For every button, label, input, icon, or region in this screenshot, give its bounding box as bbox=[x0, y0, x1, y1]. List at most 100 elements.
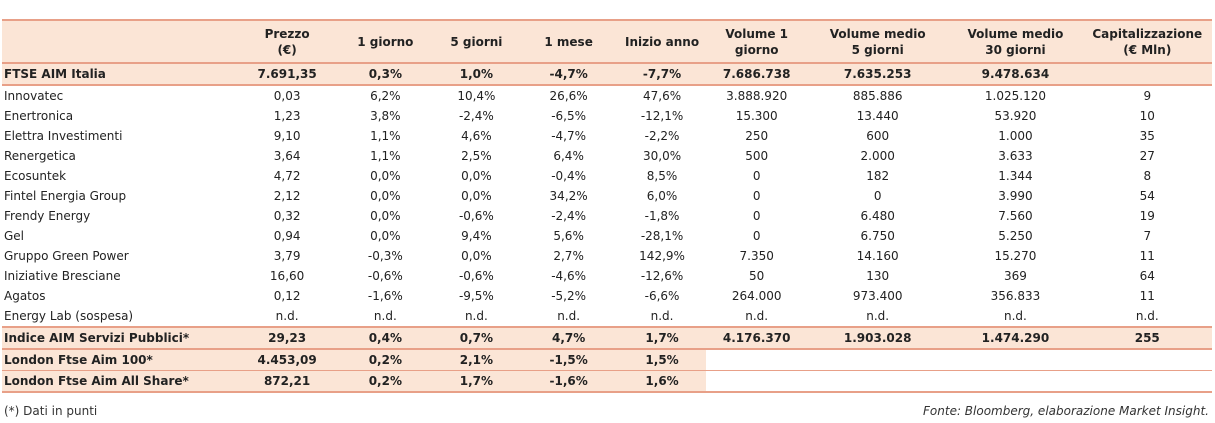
column-header: 1 mese bbox=[519, 19, 618, 64]
row-label: Elettra Investimenti bbox=[4, 129, 123, 143]
cell-value: 7.635.253 bbox=[807, 62, 949, 86]
cell-value: 9 bbox=[1143, 89, 1152, 103]
table-row: Gel 0,94 0,0% 9,4% 5,6% -28,1% 0 6.750 5.250 7 bbox=[2, 226, 1212, 246]
cell-value: 1,6% bbox=[617, 370, 707, 393]
table-row: Ecosuntek 4,72 0,0% 0,0% -0,4% 8,5% 0 182 1.344 8 bbox=[2, 166, 1212, 186]
table-row: Energy Lab (sospesa) n.d. n.d. n.d. n.d. n.d.… bbox=[2, 306, 1212, 327]
cell-value: -12,6% bbox=[640, 269, 684, 283]
cell-value: 4,72 bbox=[273, 169, 301, 183]
cell-value: 64 bbox=[1139, 269, 1155, 283]
cell-value: -0,6% bbox=[458, 269, 494, 283]
column-header: 1 giorno bbox=[337, 19, 434, 64]
cell-value: 0,0% bbox=[370, 189, 401, 203]
cell-value: 53.920 bbox=[994, 109, 1037, 123]
cell-value: 7.686.738 bbox=[706, 62, 807, 86]
cell-value: 1,1% bbox=[370, 129, 401, 143]
cell-value: 10,4% bbox=[457, 89, 496, 103]
market-table: Prezzo (€) 1 giorno 5 giorni 1 mese Inizio an… bbox=[2, 19, 1212, 393]
cell-value: 264.000 bbox=[731, 289, 782, 303]
cell-value: n.d. bbox=[557, 309, 581, 323]
empty-cell bbox=[1082, 348, 1212, 371]
cell-value: 8,5% bbox=[646, 169, 678, 183]
cell-value: -0,4% bbox=[551, 169, 587, 183]
row-label: Innovatec bbox=[4, 89, 64, 103]
cell-value: 0,3% bbox=[337, 62, 434, 86]
cell-value: 0,7% bbox=[433, 326, 520, 350]
cell-value: 1,23 bbox=[273, 109, 301, 123]
cell-value: 30,0% bbox=[642, 149, 682, 163]
cell-value: n.d. bbox=[1135, 309, 1159, 323]
cell-value: 356.833 bbox=[990, 289, 1041, 303]
cell-value: 10 bbox=[1139, 109, 1155, 123]
cell-value: 0 bbox=[752, 229, 761, 243]
column-header: Volume 1 giorno bbox=[706, 19, 807, 64]
cell-value: 5.250 bbox=[998, 229, 1033, 243]
cell-value: 54 bbox=[1139, 189, 1155, 203]
table-row: Frendy Energy 0,32 0,0% -0,6% -2,4% -1,8% 0 6.4… bbox=[2, 206, 1212, 226]
cell-value: n.d. bbox=[1004, 309, 1027, 323]
column-header bbox=[2, 19, 237, 64]
cell-value: n.d. bbox=[866, 309, 890, 323]
table-row: Innovatec 0,03 6,2% 10,4% 26,6% 47,6% 3.888.92… bbox=[2, 85, 1212, 106]
cell-value: 9,4% bbox=[461, 229, 492, 243]
cell-value: 2.000 bbox=[860, 149, 895, 163]
cell-value: 34,2% bbox=[549, 189, 588, 203]
cell-value: 130 bbox=[866, 269, 890, 283]
row-label: Iniziative Bresciane bbox=[4, 269, 121, 283]
cell-value: -28,1% bbox=[640, 229, 684, 243]
empty-cell bbox=[948, 370, 1083, 393]
cell-value: 0,94 bbox=[273, 229, 301, 243]
table-row: Fintel Energia Group 2,12 0,0% 0,0% 34,2% 6,0… bbox=[2, 186, 1212, 206]
column-header: Inizio anno bbox=[617, 19, 707, 64]
cell-value: -1,6% bbox=[519, 370, 618, 393]
empty-cell bbox=[948, 348, 1083, 371]
cell-value: 4.453,09 bbox=[236, 348, 338, 371]
cell-value: 1.000 bbox=[998, 129, 1033, 143]
source-note: Fonte: Bloomberg, elaborazione Market In… bbox=[923, 404, 1209, 418]
cell-value: 142,9% bbox=[639, 249, 685, 263]
column-header: Volume medio 30 giorni bbox=[948, 19, 1083, 64]
cell-value: -0,6% bbox=[367, 269, 403, 283]
cell-value: 3.888.920 bbox=[726, 89, 788, 103]
row-label: London Ftse Aim 100* bbox=[2, 348, 237, 371]
cell-value: -0,6% bbox=[458, 209, 494, 223]
cell-value: -4,7% bbox=[551, 129, 587, 143]
cell-value: 0,0% bbox=[461, 249, 492, 263]
empty-cell bbox=[706, 348, 807, 371]
row-label: Gruppo Green Power bbox=[4, 249, 129, 263]
cell-value: 2,5% bbox=[461, 149, 492, 163]
cell-value: 973.400 bbox=[852, 289, 903, 303]
cell-value: 0,0% bbox=[370, 229, 401, 243]
cell-value: 6.480 bbox=[860, 209, 895, 223]
row-label: Enertronica bbox=[4, 109, 74, 123]
cell-value: 1.025.120 bbox=[984, 89, 1046, 103]
cell-value: 0,03 bbox=[273, 89, 301, 103]
cell-value bbox=[1082, 62, 1212, 86]
cell-value: 500 bbox=[745, 149, 769, 163]
cell-value: 0,2% bbox=[337, 370, 434, 393]
cell-value: n.d. bbox=[275, 309, 299, 323]
row-label: Gel bbox=[4, 229, 25, 243]
cell-value: 27 bbox=[1139, 149, 1155, 163]
cell-value: 26,6% bbox=[549, 89, 588, 103]
row-label: Energy Lab (sospesa) bbox=[4, 309, 134, 323]
cell-value: 4,6% bbox=[461, 129, 492, 143]
cell-value: 0,0% bbox=[370, 169, 401, 183]
cell-value: -4,7% bbox=[519, 62, 618, 86]
table-row: Agatos 0,12 -1,6% -9,5% -5,2% -6,6% 264.000 973… bbox=[2, 286, 1212, 306]
table-row: Gruppo Green Power 3,79 -0,3% 0,0% 2,7% 142,9… bbox=[2, 246, 1212, 266]
cell-value: -7,7% bbox=[617, 62, 707, 86]
cell-value: 0,12 bbox=[273, 289, 301, 303]
empty-cell bbox=[706, 370, 807, 393]
cell-value: 0 bbox=[752, 209, 761, 223]
row-label: London Ftse Aim All Share* bbox=[2, 370, 237, 393]
cell-value: 600 bbox=[866, 129, 890, 143]
cell-value: 6,0% bbox=[646, 189, 678, 203]
cell-value: 255 bbox=[1082, 326, 1212, 350]
cell-value: -12,1% bbox=[640, 109, 684, 123]
cell-value: -1,5% bbox=[519, 348, 618, 371]
cell-value: 1,0% bbox=[433, 62, 520, 86]
index-row: FTSE AIM Italia 7.691,35 0,3% 1,0% -4,7% -7,7… bbox=[2, 62, 1212, 86]
cell-value: 1.903.028 bbox=[807, 326, 949, 350]
cell-value: 885.886 bbox=[852, 89, 903, 103]
